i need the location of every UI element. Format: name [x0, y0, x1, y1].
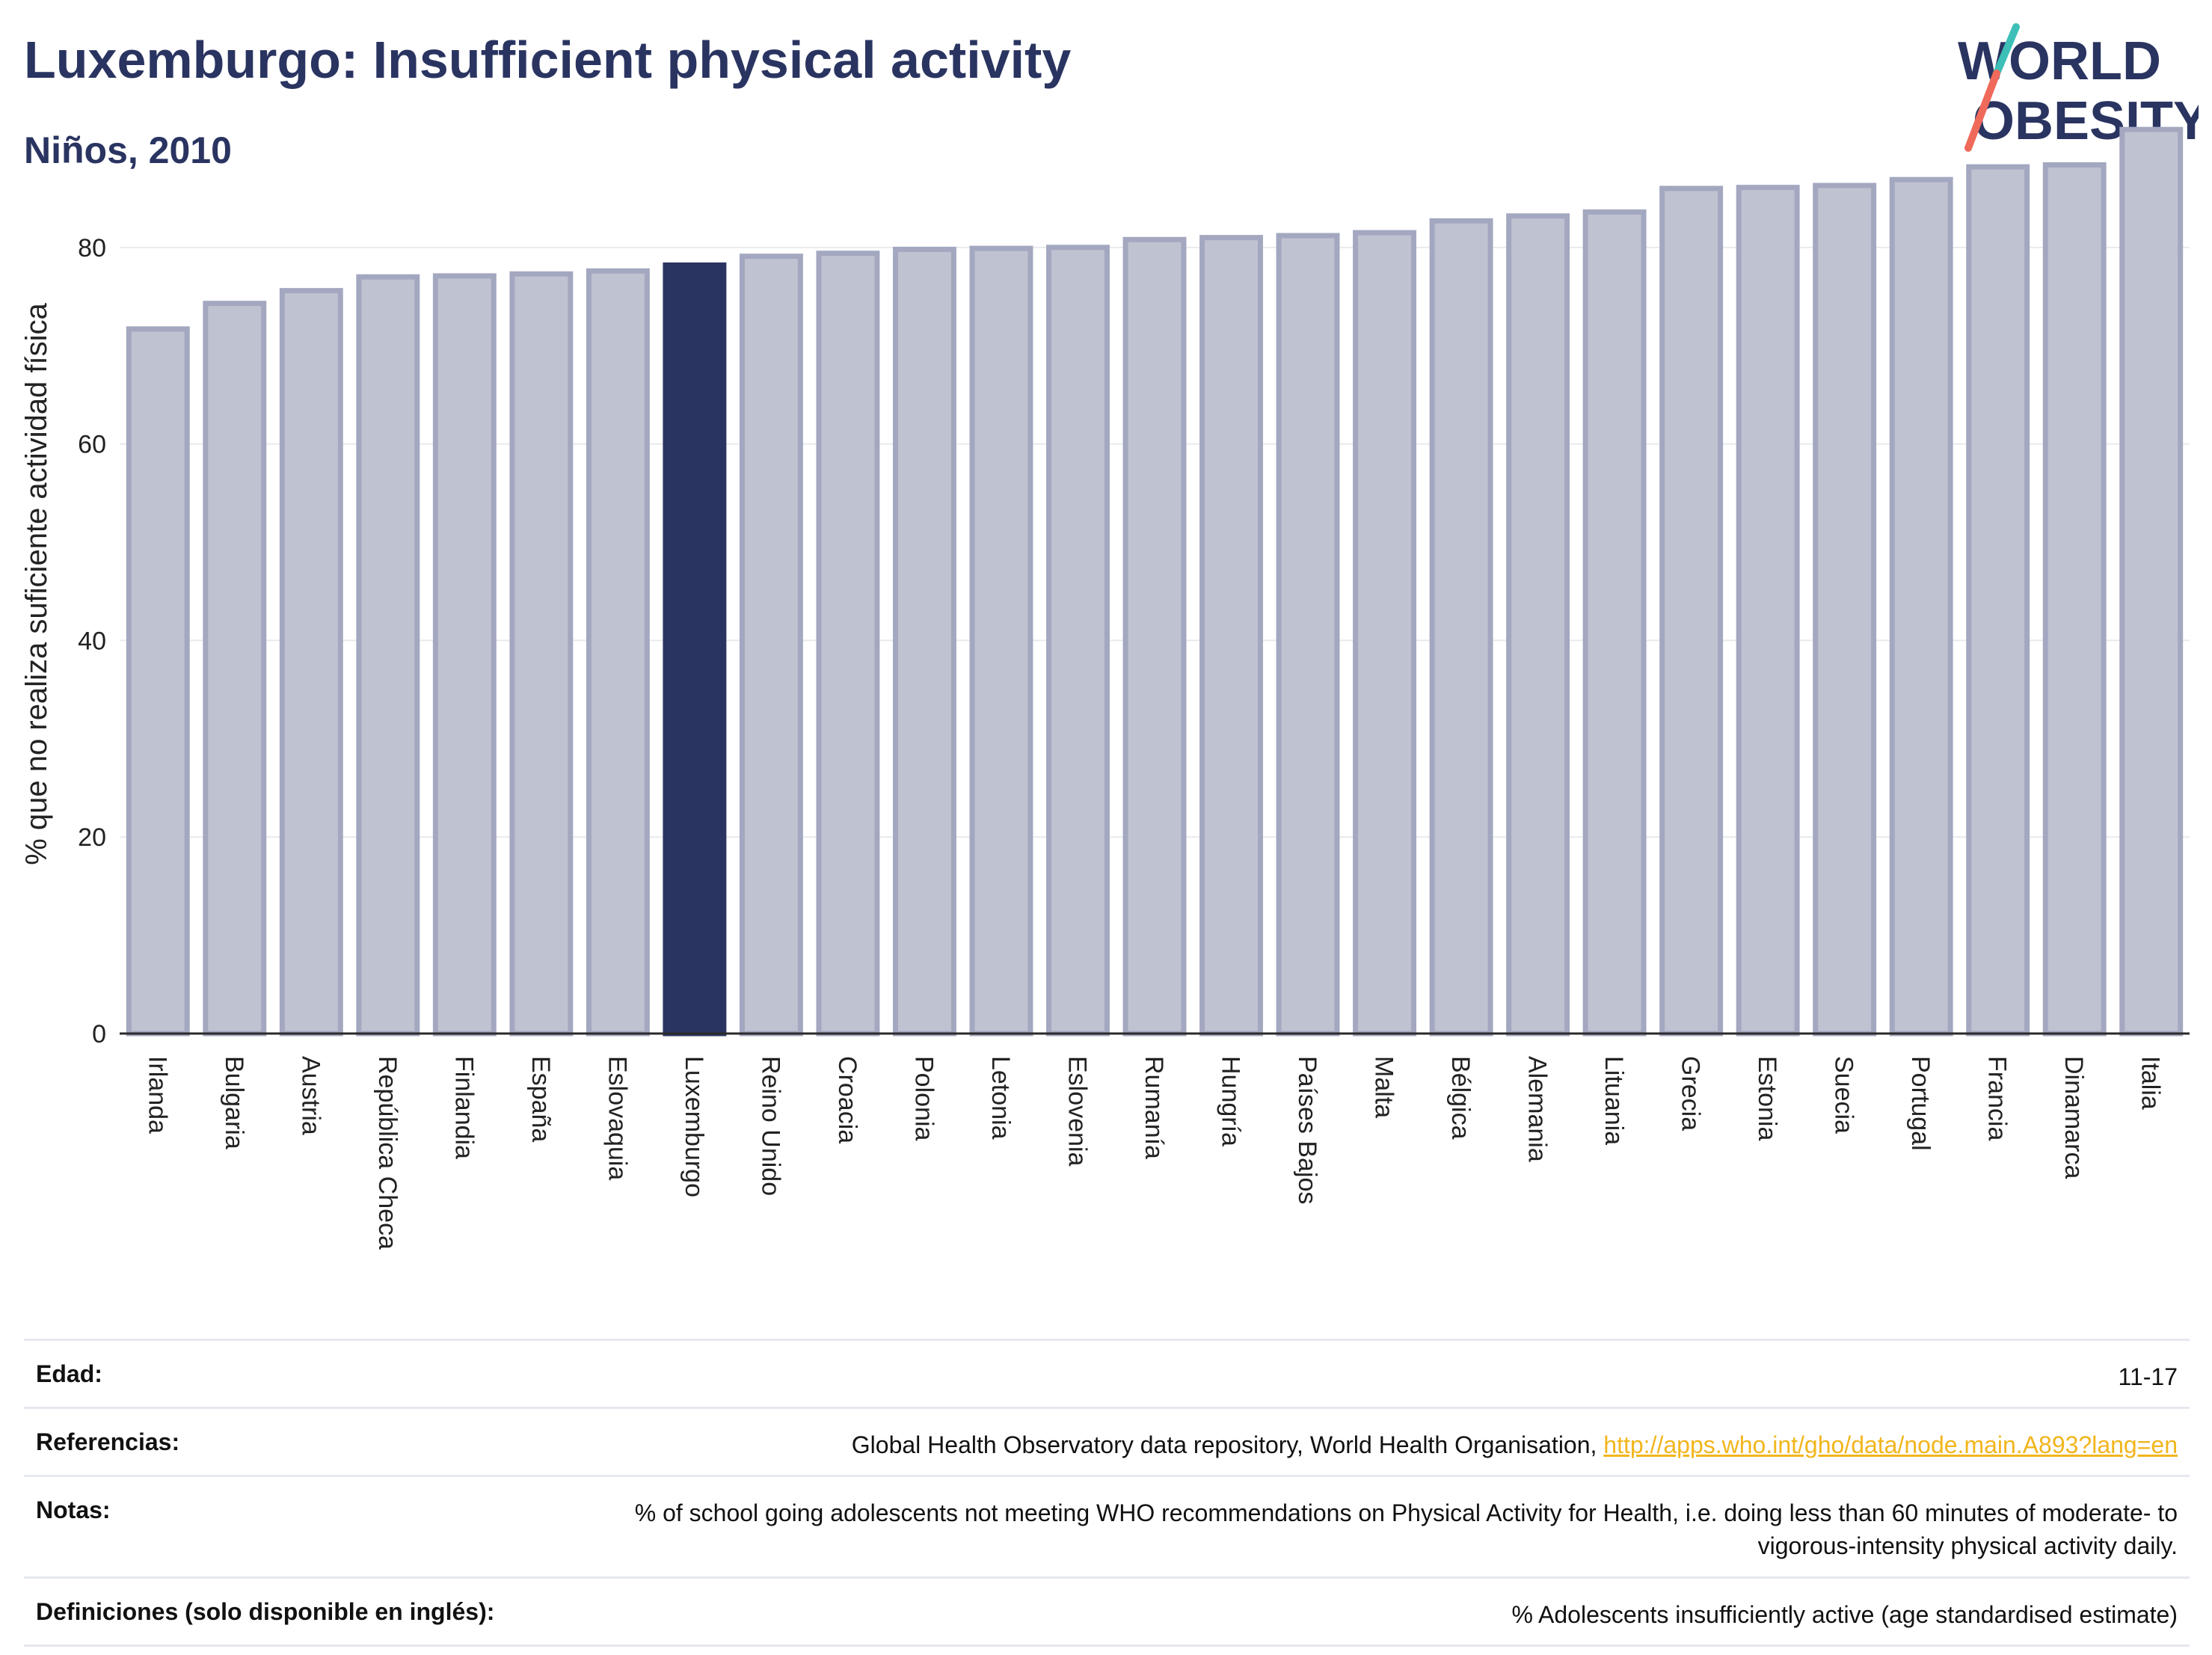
bar [586, 268, 650, 1037]
bar-highlighted [663, 262, 727, 1037]
logo-slash-teal [1993, 23, 2020, 77]
world-obesity-logo: WORLD OBESITY [1958, 23, 2199, 152]
bar [1199, 235, 1263, 1037]
bar [1122, 236, 1187, 1037]
x-tick-label: Francia [1983, 1056, 2012, 1140]
page-title: Luxemburgo: Insufficient physical activi… [24, 31, 1072, 89]
x-tick-label: España [526, 1056, 555, 1142]
page-subtitle: Niños, 2010 [24, 129, 232, 171]
x-tick-label: Eslovaquia [603, 1056, 631, 1180]
x-tick-label: Letonia [986, 1056, 1015, 1140]
info-row-definitions: Definiciones (solo disponible en inglés)… [24, 1576, 2190, 1647]
bar [892, 246, 956, 1037]
bar [1276, 233, 1340, 1037]
bar [279, 288, 343, 1037]
x-tick-label: Portugal [1906, 1056, 1935, 1151]
bar [1582, 209, 1647, 1037]
bar [739, 254, 803, 1037]
bar [1353, 230, 1417, 1037]
bar [816, 251, 880, 1037]
x-tick-label: Rumanía [1140, 1056, 1168, 1159]
bar [969, 245, 1033, 1037]
info-row-notes: Notas: % of school going adolescents not… [24, 1475, 2190, 1576]
bar [203, 301, 267, 1037]
x-tick-label: Bélgica [1446, 1056, 1475, 1140]
bar [1659, 185, 1724, 1037]
bar [356, 274, 420, 1037]
info-row-references: Referencias: Global Health Observatory d… [24, 1407, 2190, 1475]
bar [432, 273, 497, 1037]
bar [126, 326, 190, 1037]
info-key-references: Referencias: [36, 1428, 180, 1456]
info-value-references: Global Health Observatory data repositor… [852, 1428, 2178, 1461]
x-tick-label: Alemania [1523, 1056, 1552, 1162]
bar [2119, 126, 2184, 1037]
x-tick-label: Reino Unido [756, 1056, 784, 1196]
x-tick-label: Eslovenia [1063, 1056, 1091, 1167]
x-tick-label: Hungría [1217, 1056, 1245, 1146]
x-tick-label: Croacia [833, 1056, 861, 1143]
x-tick-label: Grecia [1677, 1056, 1705, 1131]
bar [1966, 164, 2030, 1037]
x-tick-label: Polonia [909, 1056, 938, 1141]
x-tick-label: Dinamarca [2059, 1056, 2088, 1179]
y-tick-label-80: 80 [78, 234, 106, 262]
bar [1429, 218, 1493, 1037]
labels: 0 20 40 60 80 Irlanda Bulgaria Austria República… [20, 234, 2165, 1250]
bar [2042, 162, 2107, 1037]
x-tick-label: Países Bajos [1293, 1056, 1321, 1204]
x-tick-label: Finlandia [449, 1056, 478, 1159]
x-tick-label: Italia [2136, 1056, 2165, 1110]
bar-chart: 0 20 40 60 80 Irlanda Bulgaria Austria República… [20, 126, 2190, 1250]
x-tick-label: Austria [296, 1056, 325, 1135]
y-tick-label-0: 0 [92, 1020, 106, 1048]
info-key-notes: Notas: [36, 1496, 111, 1524]
x-tick-label: Irlanda [143, 1056, 171, 1134]
x-tick-label: Estonia [1753, 1056, 1781, 1140]
info-key-definitions: Definiciones (solo disponible en inglés)… [36, 1597, 495, 1625]
bar [1046, 245, 1110, 1037]
x-tick-label: República Checa [373, 1056, 402, 1250]
bar [1813, 182, 1877, 1037]
info-value-definitions: % Adolescents insufficiently active (age… [1511, 1600, 2178, 1628]
bar [1736, 185, 1800, 1037]
references-text: Global Health Observatory data repositor… [851, 1431, 1604, 1459]
info-row-age: Edad: 11-17 [24, 1339, 2190, 1407]
bar [1506, 213, 1570, 1037]
y-tick-label-40: 40 [78, 627, 106, 655]
bars [126, 126, 2184, 1037]
x-tick-label: Lituania [1600, 1056, 1628, 1145]
x-tick-label: Suecia [1830, 1056, 1858, 1134]
y-tick-label-20: 20 [78, 823, 106, 852]
bar [509, 271, 574, 1037]
references-link[interactable]: http://apps.who.int/gho/data/node.main.A… [1603, 1431, 2178, 1459]
x-tick-label: Bulgaria [220, 1056, 248, 1149]
y-tick-label-60: 60 [78, 431, 106, 459]
x-tick-label: Malta [1370, 1056, 1398, 1118]
info-value-age: 11-17 [2118, 1363, 2178, 1390]
info-table: Edad: 11-17 Referencias: Global Health O… [24, 1339, 2190, 1647]
bar [1889, 176, 1953, 1037]
info-key-age: Edad: [36, 1360, 102, 1387]
x-tick-label: Luxemburgo [680, 1056, 708, 1197]
y-axis-title: % que no realiza suficiente actividad fí… [20, 302, 53, 865]
logo-slash-coral [1964, 70, 2000, 152]
info-value-notes: % of school going adolescents not meetin… [634, 1499, 2178, 1560]
